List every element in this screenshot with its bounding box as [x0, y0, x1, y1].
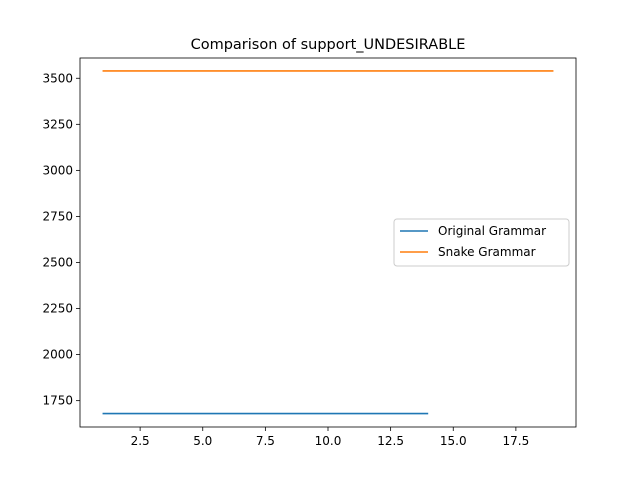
x-tick-label: 2.5	[131, 434, 150, 448]
y-axis: 1750 2000 2250 2500 2750 3000 3250 3500	[42, 71, 80, 408]
legend-label: Snake Grammar	[438, 245, 536, 259]
x-tick-label: 5.0	[193, 434, 212, 448]
x-tick-label: 7.5	[256, 434, 275, 448]
y-tick-label: 3000	[42, 163, 73, 177]
y-tick-label: 2250	[42, 302, 73, 316]
x-tick-label: 10.0	[315, 434, 342, 448]
y-tick-label: 2750	[42, 209, 73, 223]
x-axis: 2.5 5.0 7.5 10.0 12.5 15.0 17.5	[131, 427, 530, 448]
chart-title: Comparison of support_UNDESIRABLE	[191, 37, 466, 53]
y-tick-label: 3500	[42, 71, 73, 85]
y-tick-label: 3250	[42, 117, 73, 131]
legend-box	[393, 218, 570, 267]
legend: Original Grammar Snake Grammar	[393, 218, 570, 267]
y-tick-label: 1750	[42, 394, 73, 408]
series-group	[102, 70, 554, 415]
y-tick-label: 2500	[42, 255, 73, 269]
x-tick-label: 17.5	[503, 434, 530, 448]
y-tick-label: 2000	[42, 348, 73, 362]
x-tick-label: 15.0	[440, 434, 467, 448]
legend-label: Original Grammar	[438, 224, 546, 238]
x-tick-label: 12.5	[377, 434, 404, 448]
